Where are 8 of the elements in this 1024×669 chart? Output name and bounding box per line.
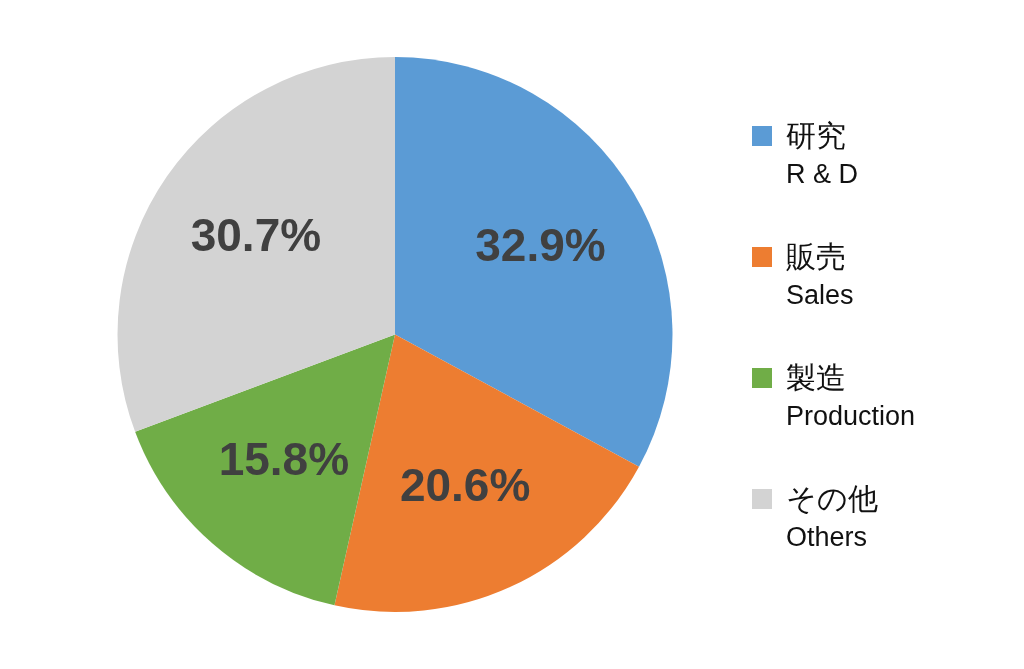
data-label: 20.6% <box>399 459 531 512</box>
data-label: 32.9% <box>475 218 606 271</box>
legend-label: 販売 Sales <box>786 239 854 312</box>
data-label: 30.7% <box>190 208 322 261</box>
legend-label: 研究 R & D <box>786 118 859 191</box>
legend-label: 製造 Production <box>786 360 916 433</box>
legend-label: その他 Others <box>786 481 878 554</box>
data-label: 15.8% <box>218 432 350 485</box>
